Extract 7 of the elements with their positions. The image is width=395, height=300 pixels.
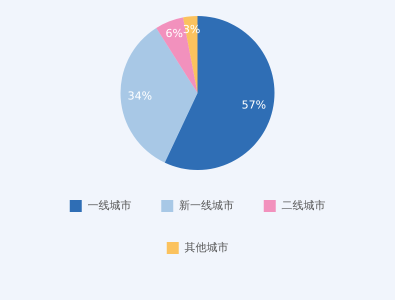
legend-label: 其他城市 <box>184 240 228 254</box>
data-label: 34% <box>128 89 152 102</box>
data-label: 57% <box>242 98 266 112</box>
legend-label: 新一线城市 <box>178 198 234 212</box>
legend-label: 一线城市 <box>87 198 132 212</box>
data-label: 6% <box>166 27 183 40</box>
legend-label: 二线城市 <box>281 198 326 212</box>
